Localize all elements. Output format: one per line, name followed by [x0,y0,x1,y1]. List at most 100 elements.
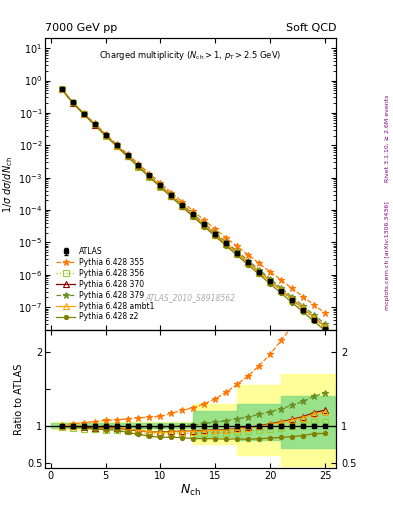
Pythia 6.428 ambt1 [70,99,75,105]
Pythia 6.428 ambt1 [246,260,251,266]
Pythia 6.428 z2 [202,224,207,230]
Pythia 6.428 355 [59,86,64,92]
Text: Rivet 3.1.10, ≥ 2.6M events: Rivet 3.1.10, ≥ 2.6M events [385,95,389,182]
Pythia 6.428 356 [224,242,229,248]
Pythia 6.428 370 [257,269,262,275]
Pythia 6.428 370 [180,203,185,209]
Line: Pythia 6.428 z2: Pythia 6.428 z2 [60,87,327,333]
Pythia 6.428 379 [246,258,251,264]
Pythia 6.428 ambt1 [290,296,294,303]
Pythia 6.428 356 [92,122,97,128]
Pythia 6.428 ambt1 [301,305,305,311]
Pythia 6.428 ambt1 [81,111,86,117]
Pythia 6.428 379 [224,239,229,245]
Pythia 6.428 355 [103,131,108,137]
Pythia 6.428 356 [103,133,108,139]
Line: Pythia 6.428 ambt1: Pythia 6.428 ambt1 [59,86,328,329]
Pythia 6.428 370 [125,153,130,159]
Text: mcplots.cern.ch [arXiv:1306.3436]: mcplots.cern.ch [arXiv:1306.3436] [385,202,389,310]
Pythia 6.428 355 [147,170,152,177]
Pythia 6.428 355 [279,277,283,283]
Pythia 6.428 370 [301,305,305,311]
Pythia 6.428 z2 [246,262,251,268]
Pythia 6.428 z2 [147,174,152,180]
Pythia 6.428 ambt1 [224,241,229,247]
Pythia 6.428 ambt1 [169,193,174,199]
Pythia 6.428 370 [312,314,316,321]
Pythia 6.428 356 [257,269,262,275]
Pythia 6.428 355 [323,310,327,316]
Bar [281,396,336,448]
Pythia 6.428 z2 [279,290,283,296]
Pythia 6.428 z2 [70,100,75,106]
Pythia 6.428 ambt1 [125,153,130,159]
Pythia 6.428 379 [235,248,240,254]
Pythia 6.428 356 [235,251,240,257]
Pythia 6.428 379 [268,276,272,282]
Pythia 6.428 370 [158,183,163,189]
Pythia 6.428 356 [125,154,130,160]
Pythia 6.428 370 [81,111,86,117]
Pythia 6.428 ambt1 [202,222,207,228]
Bar [237,385,281,455]
Bar [281,374,336,466]
Pythia 6.428 ambt1 [191,212,196,219]
Pythia 6.428 ambt1 [136,163,141,169]
Pythia 6.428 379 [70,99,75,105]
Pythia 6.428 356 [202,222,207,228]
Pythia 6.428 z2 [169,194,174,200]
Pythia 6.428 z2 [301,309,305,315]
Pythia 6.428 370 [323,323,327,329]
Pythia 6.428 z2 [312,318,316,324]
Pythia 6.428 z2 [290,300,294,306]
Text: ATLAS_2010_S8918562: ATLAS_2010_S8918562 [145,293,236,302]
Pythia 6.428 379 [125,153,130,159]
Pythia 6.428 379 [323,321,327,327]
Pythia 6.428 356 [246,260,251,266]
Pythia 6.428 370 [279,287,283,293]
Bar [193,411,237,437]
Pythia 6.428 ambt1 [323,324,327,330]
Pythia 6.428 ambt1 [147,173,152,179]
Pythia 6.428 z2 [191,214,196,220]
Pythia 6.428 356 [81,111,86,117]
Pythia 6.428 379 [103,132,108,138]
Y-axis label: $1/\sigma\;d\sigma/dN_\mathrm{ch}$: $1/\sigma\;d\sigma/dN_\mathrm{ch}$ [2,156,15,212]
Pythia 6.428 370 [191,212,196,219]
Pythia 6.428 356 [312,316,316,322]
Text: Soft QCD: Soft QCD [286,23,336,33]
Pythia 6.428 370 [169,193,174,199]
Pythia 6.428 370 [92,121,97,127]
Pythia 6.428 z2 [323,328,327,334]
Pythia 6.428 370 [224,241,229,247]
Pythia 6.428 355 [125,151,130,157]
Pythia 6.428 z2 [92,122,97,128]
Pythia 6.428 ambt1 [103,132,108,138]
Pythia 6.428 356 [147,174,152,180]
Pythia 6.428 355 [180,199,185,205]
Pythia 6.428 379 [312,312,316,318]
Pythia 6.428 355 [136,161,141,167]
Pythia 6.428 ambt1 [92,121,97,127]
Pythia 6.428 z2 [103,133,108,139]
Pythia 6.428 356 [169,194,174,200]
Pythia 6.428 355 [290,285,294,291]
Pythia 6.428 356 [301,307,305,313]
Pythia 6.428 356 [213,232,218,238]
Pythia 6.428 379 [114,142,119,148]
Pythia 6.428 370 [70,99,75,105]
Pythia 6.428 355 [169,189,174,196]
Pythia 6.428 ambt1 [235,250,240,257]
Pythia 6.428 z2 [224,243,229,249]
Pythia 6.428 370 [147,173,152,179]
Pythia 6.428 356 [290,297,294,304]
Pythia 6.428 379 [147,173,152,179]
Pythia 6.428 356 [323,325,327,331]
Pythia 6.428 370 [246,260,251,266]
Pythia 6.428 z2 [114,143,119,149]
Pythia 6.428 379 [180,202,185,208]
Pythia 6.428 356 [191,213,196,219]
Pythia 6.428 z2 [268,281,272,287]
Pythia 6.428 z2 [235,252,240,259]
Pythia 6.428 355 [213,226,218,232]
